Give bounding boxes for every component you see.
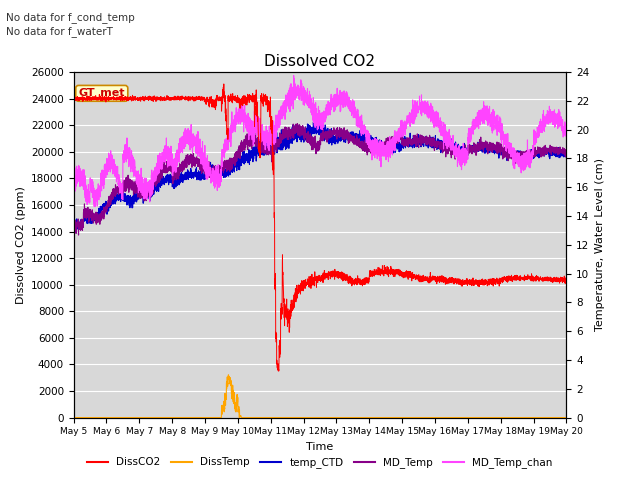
- X-axis label: Time: Time: [307, 442, 333, 452]
- Legend: DissCO2, DissTemp, temp_CTD, MD_Temp, MD_Temp_chan: DissCO2, DissTemp, temp_CTD, MD_Temp, MD…: [83, 453, 557, 472]
- Text: No data for f_waterT: No data for f_waterT: [6, 26, 113, 37]
- Title: Dissolved CO2: Dissolved CO2: [264, 54, 376, 70]
- Text: No data for f_cond_temp: No data for f_cond_temp: [6, 12, 135, 23]
- Y-axis label: Temperature, Water Level (cm): Temperature, Water Level (cm): [595, 158, 605, 331]
- Text: GT_met: GT_met: [79, 88, 125, 98]
- Y-axis label: Dissolved CO2 (ppm): Dissolved CO2 (ppm): [15, 186, 26, 304]
